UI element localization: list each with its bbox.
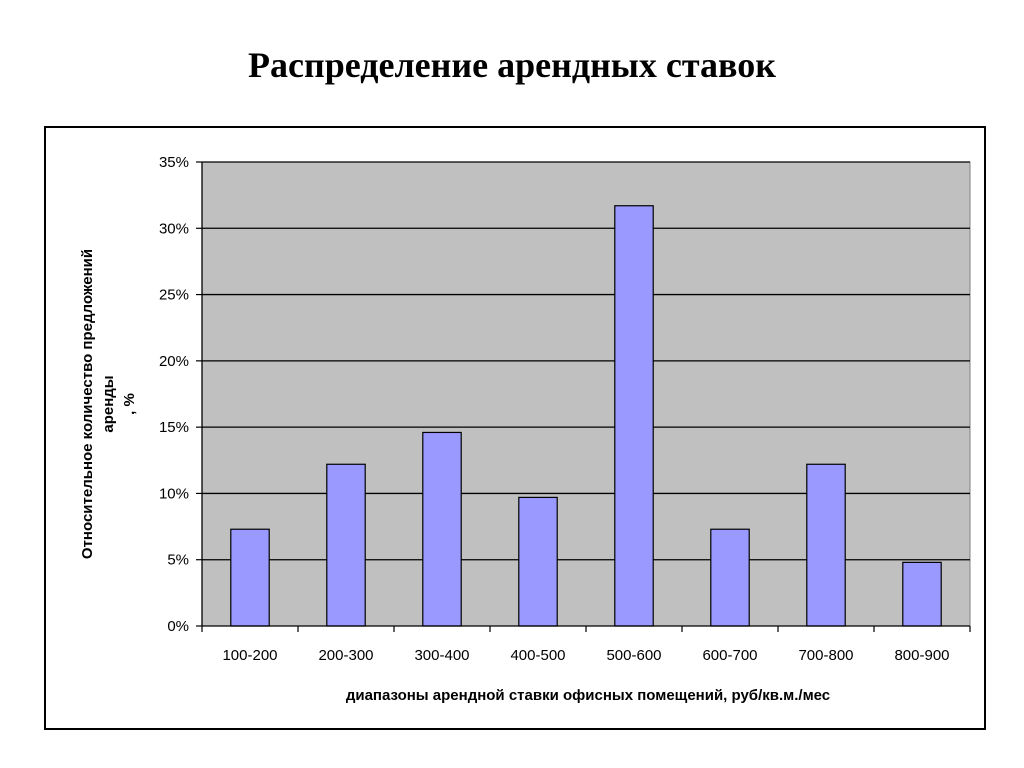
x-tick-label: 100-200 bbox=[222, 647, 277, 664]
bar bbox=[422, 431, 462, 627]
y-axis-title-line-1: Относительное количество предложений bbox=[79, 249, 96, 559]
bar bbox=[614, 205, 654, 627]
bar bbox=[710, 528, 750, 627]
slide-title: Распределение арендных ставок bbox=[248, 45, 776, 85]
x-tick-label: 800-900 bbox=[894, 647, 949, 664]
x-tick-label: 400-500 bbox=[510, 647, 565, 664]
y-tick-label: 0% bbox=[167, 618, 189, 635]
y-axis-title: Относительное количество предложений аре… bbox=[79, 249, 138, 559]
y-tick-label: 25% bbox=[159, 287, 189, 304]
bar bbox=[326, 463, 366, 627]
x-tick-label: 700-800 bbox=[798, 647, 853, 664]
plot-area bbox=[201, 161, 971, 627]
y-axis-title-line-2: аренды bbox=[100, 375, 117, 432]
bar bbox=[230, 528, 270, 627]
bar bbox=[518, 496, 558, 627]
x-tick-labels: 100-200 200-300 300-400 400-500 500-600 600-7… bbox=[222, 647, 949, 664]
y-tick-label: 30% bbox=[159, 220, 189, 237]
x-tick-label: 300-400 bbox=[414, 647, 469, 664]
x-tick-label: 600-700 bbox=[702, 647, 757, 664]
bar bbox=[902, 561, 942, 627]
y-tick-label: 5% bbox=[167, 552, 189, 569]
y-tick-labels: 0% 5% 10% 15% 20% 25% 30% 35% bbox=[159, 154, 189, 635]
axes bbox=[196, 161, 971, 632]
y-tick-label: 15% bbox=[159, 419, 189, 436]
y-axis-title-line-3: , % bbox=[121, 393, 138, 415]
x-axis-title: диапазоны арендной ставки офисных помеще… bbox=[346, 687, 830, 704]
bar bbox=[806, 463, 846, 627]
x-tick-label: 500-600 bbox=[606, 647, 661, 664]
x-tick-label: 200-300 bbox=[318, 647, 373, 664]
y-tick-label: 10% bbox=[159, 485, 189, 502]
y-tick-label: 20% bbox=[159, 353, 189, 370]
y-tick-label: 35% bbox=[159, 154, 189, 171]
